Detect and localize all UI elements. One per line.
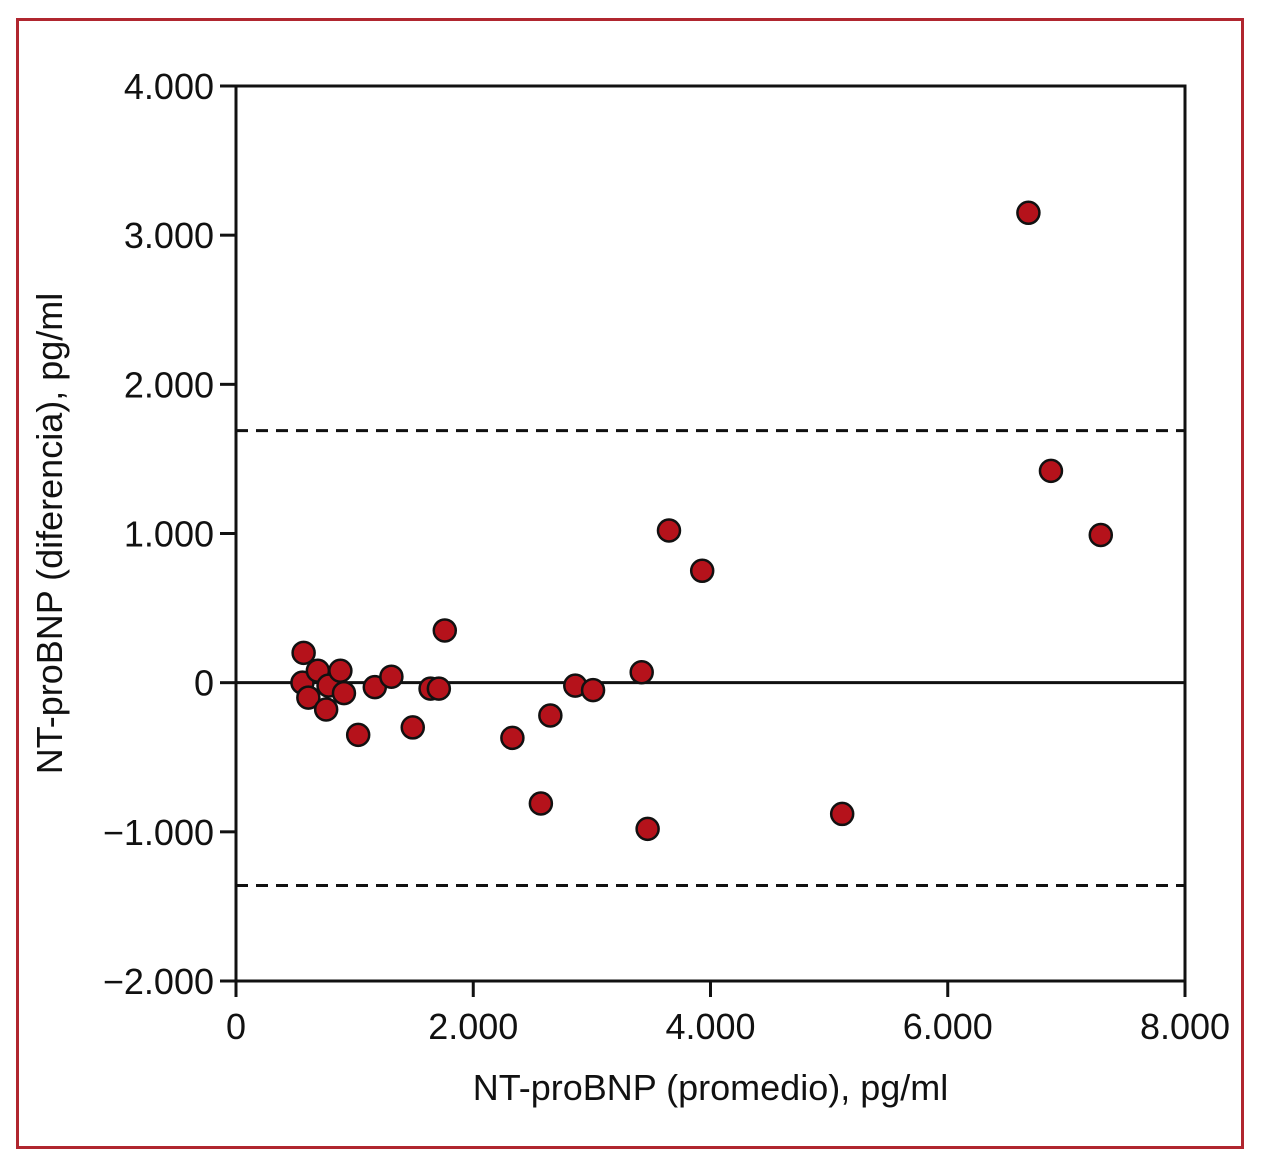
data-point xyxy=(345,722,371,748)
x-tick-label: 4.000 xyxy=(665,1006,755,1047)
y-tick-label: 1.000 xyxy=(124,514,214,555)
plot-border xyxy=(234,84,1187,983)
y-tick-label: 4.000 xyxy=(124,66,214,107)
data-point xyxy=(1088,522,1114,548)
data-point xyxy=(291,640,316,666)
data-point xyxy=(629,659,654,685)
data-points xyxy=(290,200,1114,842)
data-point xyxy=(296,685,321,710)
data-point xyxy=(331,680,357,706)
data-point xyxy=(528,791,554,816)
x-tick-label: 6.000 xyxy=(903,1006,993,1047)
data-point xyxy=(829,801,855,827)
y-tick-label: 2.000 xyxy=(124,364,214,405)
y-tick-label: 3.000 xyxy=(124,215,214,256)
data-point xyxy=(1016,200,1041,226)
figure-frame xyxy=(16,18,1244,1149)
data-point xyxy=(313,697,339,722)
y-tick-label: 0 xyxy=(194,663,214,704)
x-tick-label: 0 xyxy=(226,1006,246,1047)
data-point xyxy=(635,816,660,842)
data-point xyxy=(500,725,525,751)
x-axis-title: NT-proBNP (promedio), pg/ml xyxy=(473,1067,949,1108)
data-point xyxy=(379,664,404,689)
y-axis-title: NT-proBNP (diferencia), pg/ml xyxy=(29,293,70,775)
data-point xyxy=(580,677,606,703)
x-tick-label: 8.000 xyxy=(1140,1006,1230,1047)
data-point xyxy=(400,715,426,740)
reference-lines xyxy=(236,429,1185,888)
data-point xyxy=(328,658,353,683)
data-point xyxy=(432,618,458,643)
data-point xyxy=(426,676,452,701)
data-point xyxy=(689,558,715,584)
data-point xyxy=(656,518,682,543)
x-tick-label: 2.000 xyxy=(428,1006,518,1047)
y-tick-label: −2.000 xyxy=(103,961,214,1002)
data-point xyxy=(538,703,563,728)
data-point xyxy=(1038,458,1064,484)
y-tick-label: −1.000 xyxy=(103,812,214,853)
axes: 4.000 3.000 2.000 1.000 0 −1.000 −2.000 0 2.000 4… xyxy=(103,66,1230,1047)
